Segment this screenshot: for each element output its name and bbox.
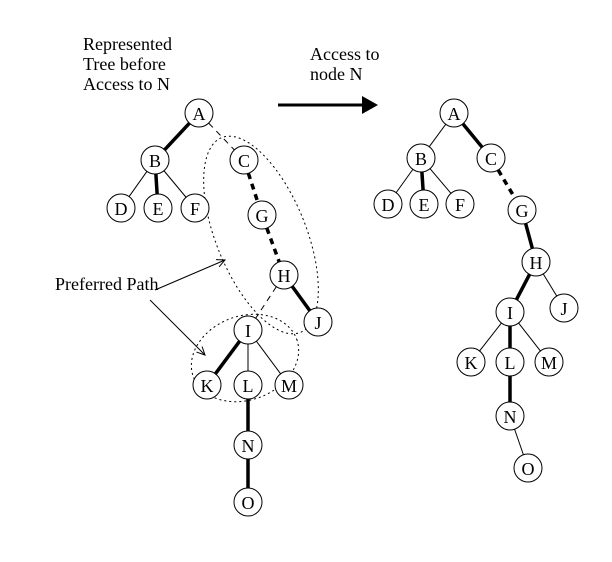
- right-node-O: O: [514, 454, 542, 482]
- right-node-N: N: [496, 402, 524, 430]
- right-node-E-label: E: [419, 195, 430, 215]
- right-node-K-label: K: [465, 353, 478, 373]
- right-node-B-label: B: [415, 149, 427, 169]
- right-node-F: F: [446, 190, 474, 218]
- left-node-H: H: [270, 261, 298, 289]
- arrow-label-line-1: node N: [310, 64, 363, 84]
- left-node-E-label: E: [153, 199, 164, 219]
- right-edge-A-C: [463, 124, 482, 147]
- left-title-line-1: Tree before: [83, 54, 166, 74]
- right-edge-C-G: [498, 170, 515, 198]
- left-title-line-2: Access to N: [83, 74, 170, 94]
- right-node-D-label: D: [382, 195, 395, 215]
- left-node-K: K: [193, 371, 221, 399]
- right-node-N-label: N: [504, 407, 517, 427]
- right-node-G-label: G: [516, 201, 529, 221]
- right-edge-I-M: [519, 323, 541, 351]
- left-edge-H-J: [292, 286, 310, 310]
- left-edge-I-K: [215, 341, 239, 374]
- diagram-canvas: A B C D E F G H I J K L M N O A B C D E F G H I J K L M N O Represente…: [0, 0, 612, 562]
- right-edge-A-B: [429, 124, 445, 146]
- left-node-M: M: [275, 371, 303, 399]
- left-edge-G-H: [267, 228, 279, 262]
- left-edge-B-E: [156, 174, 157, 194]
- left-node-B-label: B: [149, 151, 161, 171]
- left-node-K-label: K: [201, 376, 214, 396]
- left-edge-A-B: [165, 123, 190, 150]
- left-edge-I-M: [256, 341, 280, 374]
- right-node-J: J: [550, 294, 578, 322]
- preferred-arrow-0-shaft: [155, 260, 225, 290]
- left-node-D-label: D: [115, 199, 128, 219]
- right-node-I: I: [496, 298, 524, 326]
- left-node-J-label: J: [314, 313, 321, 333]
- right-node-H: H: [522, 248, 550, 276]
- right-node-G: G: [508, 196, 536, 224]
- left-node-A-label: A: [193, 104, 206, 124]
- right-node-D: D: [374, 190, 402, 218]
- right-node-L: L: [496, 348, 524, 376]
- left-node-M-label: M: [281, 376, 297, 396]
- right-node-M: M: [535, 348, 563, 376]
- left-node-F-label: F: [190, 199, 200, 219]
- arrow-label-line-0: Access to: [310, 44, 379, 64]
- right-edge-B-F: [430, 169, 451, 194]
- left-node-G: G: [248, 201, 276, 229]
- access-arrow-head: [362, 96, 378, 114]
- right-node-F-label: F: [455, 195, 465, 215]
- left-edge-C-G: [248, 173, 257, 201]
- preferred-arrow-1-shaft: [150, 300, 205, 355]
- right-edge-G-H: [526, 224, 533, 249]
- left-edge-B-F: [164, 171, 186, 197]
- left-node-G-label: G: [256, 206, 269, 226]
- left-node-B: B: [141, 146, 169, 174]
- preferred-path-label: Preferred Path: [55, 274, 158, 294]
- left-node-O-label: O: [242, 493, 255, 513]
- right-edge-H-J: [543, 274, 556, 296]
- right-node-J-label: J: [560, 299, 567, 319]
- right-edge-N-O: [515, 429, 524, 455]
- left-node-O: O: [234, 488, 262, 516]
- right-node-C: C: [477, 144, 505, 172]
- left-node-F: F: [181, 194, 209, 222]
- right-node-K: K: [457, 348, 485, 376]
- left-node-L-label: L: [243, 376, 254, 396]
- left-node-A: A: [185, 99, 213, 127]
- right-node-B: B: [407, 144, 435, 172]
- left-node-E: E: [144, 194, 172, 222]
- right-node-M-label: M: [541, 353, 557, 373]
- left-node-I: I: [234, 316, 262, 344]
- right-node-H-label: H: [530, 253, 543, 273]
- left-node-D: D: [107, 194, 135, 222]
- left-node-N: N: [234, 431, 262, 459]
- right-edge-H-I: [516, 274, 529, 299]
- left-node-H-label: H: [278, 266, 291, 286]
- right-node-A: A: [440, 99, 468, 127]
- left-edge-H-I: [256, 287, 277, 319]
- right-node-O-label: O: [522, 459, 535, 479]
- left-node-N-label: N: [242, 436, 255, 456]
- left-node-C-label: C: [238, 151, 250, 171]
- left-title-line-0: Represented: [83, 34, 172, 54]
- left-node-I-label: I: [245, 321, 251, 341]
- right-node-C-label: C: [485, 149, 497, 169]
- left-node-L: L: [234, 371, 262, 399]
- right-node-A-label: A: [448, 104, 461, 124]
- right-node-I-label: I: [507, 303, 513, 323]
- right-edge-I-K: [480, 323, 502, 351]
- left-node-J: J: [304, 308, 332, 336]
- right-edge-B-E: [422, 172, 423, 190]
- right-edge-B-D: [396, 169, 413, 192]
- left-edge-B-D: [129, 171, 147, 196]
- right-node-E: E: [410, 190, 438, 218]
- right-node-L-label: L: [505, 353, 516, 373]
- left-node-C: C: [230, 146, 258, 174]
